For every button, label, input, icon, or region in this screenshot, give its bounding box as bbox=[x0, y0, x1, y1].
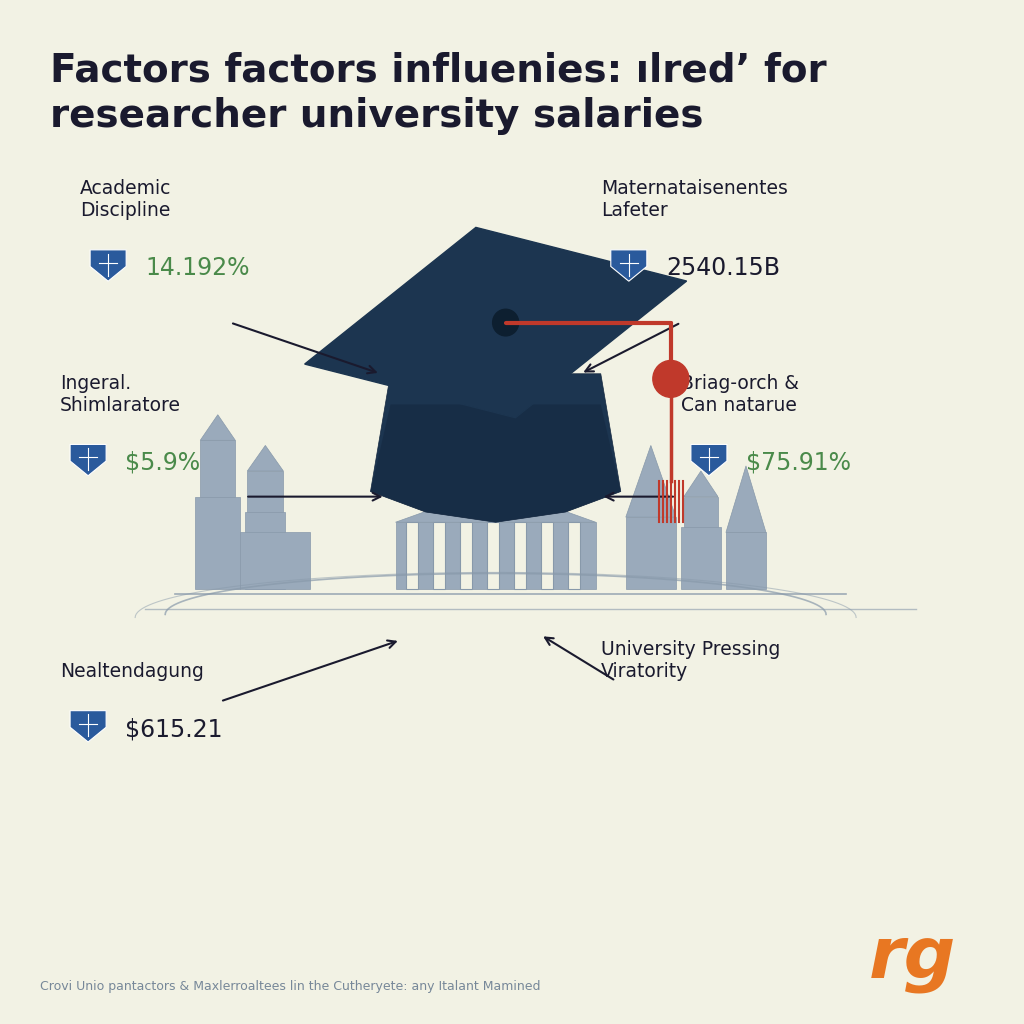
Text: $75.91%: $75.91% bbox=[745, 451, 851, 475]
Polygon shape bbox=[70, 444, 106, 476]
Circle shape bbox=[493, 309, 519, 336]
Polygon shape bbox=[395, 522, 596, 589]
Polygon shape bbox=[196, 497, 241, 589]
Text: Briag-orch &
Can natarue: Briag-orch & Can natarue bbox=[681, 374, 799, 415]
Text: Academic
Discipline: Academic Discipline bbox=[80, 179, 171, 220]
Polygon shape bbox=[395, 486, 596, 522]
Polygon shape bbox=[371, 404, 621, 522]
Polygon shape bbox=[684, 471, 718, 497]
Text: $5.9%: $5.9% bbox=[125, 451, 201, 475]
Polygon shape bbox=[241, 532, 310, 589]
Polygon shape bbox=[201, 440, 236, 497]
Polygon shape bbox=[246, 512, 286, 589]
Polygon shape bbox=[626, 517, 676, 589]
Text: 2540.15B: 2540.15B bbox=[666, 256, 780, 281]
Polygon shape bbox=[691, 444, 727, 476]
Polygon shape bbox=[626, 445, 676, 517]
Text: Nealtendagung: Nealtendagung bbox=[60, 662, 204, 681]
Polygon shape bbox=[371, 374, 621, 522]
Text: Factors factors influenies: ılred’ for
researcher university salaries: Factors factors influenies: ılred’ for r… bbox=[50, 51, 826, 135]
Text: Crovi Unio pantactors & Maxlerroaltees lin the Cutheryete: any Italant Mamined: Crovi Unio pantactors & Maxlerroaltees l… bbox=[40, 980, 541, 993]
Polygon shape bbox=[460, 522, 472, 589]
Polygon shape bbox=[541, 522, 553, 589]
Polygon shape bbox=[248, 471, 284, 512]
Polygon shape bbox=[684, 497, 718, 527]
Polygon shape bbox=[726, 532, 766, 589]
Polygon shape bbox=[305, 227, 687, 418]
Polygon shape bbox=[514, 522, 525, 589]
Polygon shape bbox=[70, 711, 106, 742]
Text: rg: rg bbox=[868, 925, 956, 993]
Polygon shape bbox=[90, 250, 126, 282]
Polygon shape bbox=[201, 415, 236, 440]
Text: Maternataisenentes
Lafeter: Maternataisenentes Lafeter bbox=[601, 179, 787, 220]
Polygon shape bbox=[726, 466, 766, 532]
Text: University Pressing
Viratority: University Pressing Viratority bbox=[601, 640, 780, 681]
Polygon shape bbox=[681, 527, 721, 589]
Polygon shape bbox=[406, 522, 418, 589]
Polygon shape bbox=[610, 250, 647, 282]
Text: 14.192%: 14.192% bbox=[145, 256, 250, 281]
Polygon shape bbox=[432, 522, 444, 589]
Circle shape bbox=[653, 360, 689, 397]
Polygon shape bbox=[567, 522, 580, 589]
Text: Ingeral.
Shimlaratore: Ingeral. Shimlaratore bbox=[60, 374, 181, 415]
Polygon shape bbox=[486, 522, 499, 589]
Text: $615.21: $615.21 bbox=[125, 717, 222, 741]
Polygon shape bbox=[248, 445, 284, 471]
